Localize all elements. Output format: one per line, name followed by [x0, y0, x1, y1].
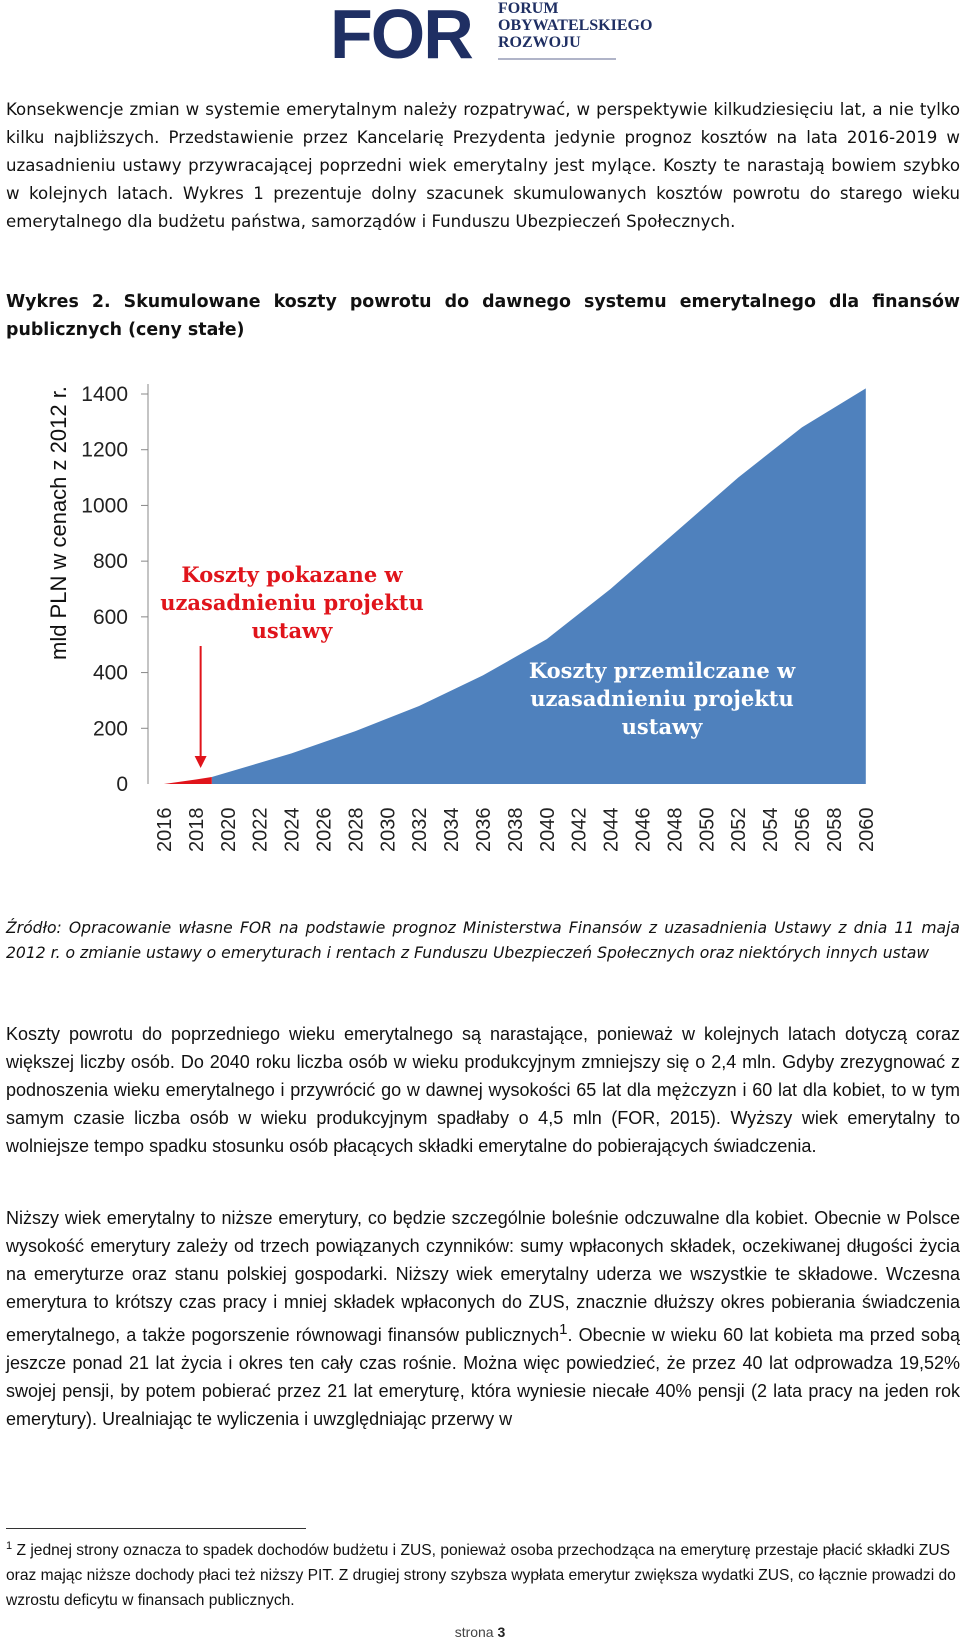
x-tick-label: 2016 [154, 808, 176, 853]
annotation-hidden-costs: Koszty przemilczane w [529, 658, 796, 683]
logo-line-2: OBYWATELSKIEGO [498, 17, 653, 34]
footnote-separator [6, 1528, 306, 1529]
for-logo: FOR FORUM OBYWATELSKIEGO ROZWOJU [330, 0, 652, 73]
logo-abbreviation: FOR [330, 0, 474, 73]
annotation-arrow-head [194, 756, 207, 768]
page-number-value: 3 [497, 1624, 506, 1640]
intro-paragraph: Konsekwencje zmian w systemie emerytalny… [6, 100, 960, 231]
x-tick-label: 2044 [601, 808, 623, 853]
y-tick-label: 1200 [81, 439, 128, 462]
x-tick-label: 2046 [633, 808, 655, 853]
x-tick-label: 2030 [377, 808, 399, 853]
logo-fullname: FORUM OBYWATELSKIEGO ROZWOJU [498, 0, 652, 51]
x-tick-label: 2050 [696, 808, 718, 853]
x-tick-label: 2032 [409, 808, 431, 853]
page-number: strona 3 [0, 1624, 960, 1640]
y-tick-label: 1000 [81, 494, 128, 517]
logo-line-1: FORUM [498, 0, 559, 17]
annotation-hidden-costs: uzasadnieniu projektu [530, 686, 794, 711]
x-tick-label: 2020 [218, 808, 240, 853]
y-tick-label: 1400 [81, 383, 128, 406]
x-tick-label: 2028 [345, 808, 367, 853]
footnote-reference[interactable]: 1 [559, 1321, 568, 1338]
y-axis-label: mld PLN w cenach z 2012 r. [46, 386, 71, 660]
x-tick-label: 2038 [505, 808, 527, 853]
annotation-hidden-costs: ustawy [622, 714, 703, 739]
x-tick-label: 2024 [282, 808, 304, 853]
logo-line-3: ROZWOJU [498, 34, 581, 51]
y-tick-label: 800 [93, 550, 128, 573]
x-tick-label: 2022 [250, 808, 272, 853]
x-tick-label: 2036 [473, 808, 495, 853]
x-tick-label: 2034 [441, 808, 463, 853]
annotation-shown-costs: Koszty pokazane w [181, 562, 403, 587]
x-tick-label: 2026 [313, 808, 335, 853]
x-tick-label: 2060 [856, 808, 878, 853]
body-paragraph-3: Niższy wiek emerytalny to niższe emerytu… [6, 1204, 960, 1433]
y-tick-label: 400 [93, 662, 128, 685]
logo-underline [498, 58, 616, 60]
series-area-red [163, 777, 212, 784]
x-tick-label: 2052 [728, 808, 750, 853]
page-label: strona [454, 1624, 494, 1640]
x-tick-label: 2056 [792, 808, 814, 853]
footnote: 1 Z jednej strony oznacza to spadek doch… [6, 1534, 960, 1613]
annotation-shown-costs: ustawy [252, 618, 333, 643]
x-tick-label: 2018 [186, 808, 208, 853]
source-note: Źródło: Opracowanie własne FOR na podsta… [6, 919, 960, 962]
annotation-shown-costs: uzasadnieniu projektu [160, 590, 424, 615]
x-tick-label: 2054 [760, 808, 782, 853]
footnote-text: Z jednej strony oznacza to spadek dochod… [6, 1542, 956, 1610]
series-area-blue [211, 388, 866, 784]
x-tick-label: 2042 [569, 808, 591, 853]
cumulative-costs-chart: mld PLN w cenach z 2012 r. 0 200 400 600 800 1… [46, 383, 878, 853]
y-tick-label: 200 [93, 717, 128, 740]
x-tick-label: 2040 [537, 808, 559, 853]
y-tick-label: 600 [93, 606, 128, 629]
body-paragraph-2: Koszty powrotu do poprzedniego wieku eme… [6, 1024, 960, 1156]
x-tick-label: 2058 [824, 808, 846, 853]
paragraph-3-part-a: Niższy wiek emerytalny to niższe emerytu… [6, 1208, 960, 1345]
footnote-marker: 1 [6, 1540, 13, 1552]
paragraph-3-part-b: . Obecnie w wieku 60 lat kobieta ma prze… [6, 1325, 960, 1429]
figure-caption: Wykres 2. Skumulowane koszty powrotu do … [6, 292, 960, 340]
x-tick-label: 2048 [664, 808, 686, 853]
y-tick-label: 0 [116, 773, 128, 796]
